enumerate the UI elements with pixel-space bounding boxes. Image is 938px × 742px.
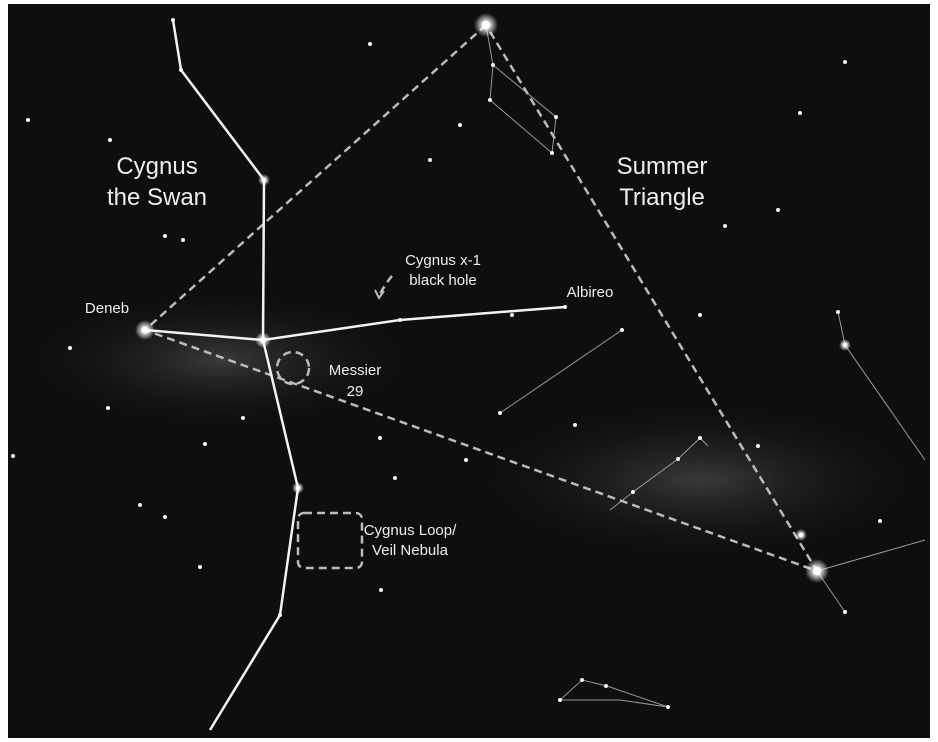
star (68, 346, 72, 350)
star (558, 698, 562, 702)
label: black hole (409, 272, 477, 289)
milky-way (470, 400, 930, 560)
star (278, 613, 282, 617)
star-map: Cygnus the Swan Summer Triangle Cygnus x… (0, 0, 938, 742)
star (836, 310, 840, 314)
star (843, 343, 847, 347)
star (393, 476, 397, 480)
label: Triangle (619, 184, 705, 211)
star (163, 234, 167, 238)
star (488, 98, 492, 102)
star (580, 678, 584, 682)
star (203, 442, 207, 446)
star (142, 327, 149, 334)
star (368, 42, 372, 46)
star (482, 21, 490, 29)
star (498, 411, 502, 415)
label: Cygnus (116, 153, 197, 180)
star (198, 565, 202, 569)
star (296, 486, 300, 490)
star (262, 178, 266, 182)
star (698, 436, 702, 440)
label: Albireo (567, 284, 614, 301)
star (620, 328, 624, 332)
star (723, 224, 727, 228)
label: Cygnus x-1 (405, 252, 481, 269)
star (698, 313, 702, 317)
star (554, 115, 558, 119)
star (510, 313, 514, 317)
label: Messier (329, 362, 382, 379)
label: Veil Nebula (372, 542, 449, 559)
star (464, 458, 468, 462)
star (799, 533, 803, 537)
star (428, 158, 432, 162)
star (604, 684, 608, 688)
star (241, 416, 245, 420)
label: Cygnus Loop/ (364, 522, 457, 539)
star (676, 457, 680, 461)
star (108, 138, 112, 142)
star (563, 305, 567, 309)
label: Summer (617, 153, 708, 180)
star (843, 610, 847, 614)
label: Deneb (85, 300, 129, 317)
star (26, 118, 30, 122)
star (179, 68, 183, 72)
star (181, 238, 185, 242)
star (813, 567, 821, 575)
star (171, 18, 175, 22)
label: the Swan (107, 184, 207, 211)
star (878, 519, 882, 523)
star (798, 111, 802, 115)
star (666, 705, 670, 709)
star (378, 436, 382, 440)
star (756, 444, 760, 448)
star (138, 503, 142, 507)
label: 29 (347, 383, 364, 400)
star (776, 208, 780, 212)
milky-way (20, 290, 420, 430)
star (491, 63, 495, 67)
star (379, 588, 383, 592)
star (106, 406, 110, 410)
star (11, 454, 15, 458)
star (260, 337, 266, 343)
star (631, 490, 635, 494)
star (458, 123, 462, 127)
star (843, 60, 847, 64)
star (163, 515, 167, 519)
star (573, 423, 577, 427)
star (550, 151, 554, 155)
star (398, 318, 402, 322)
